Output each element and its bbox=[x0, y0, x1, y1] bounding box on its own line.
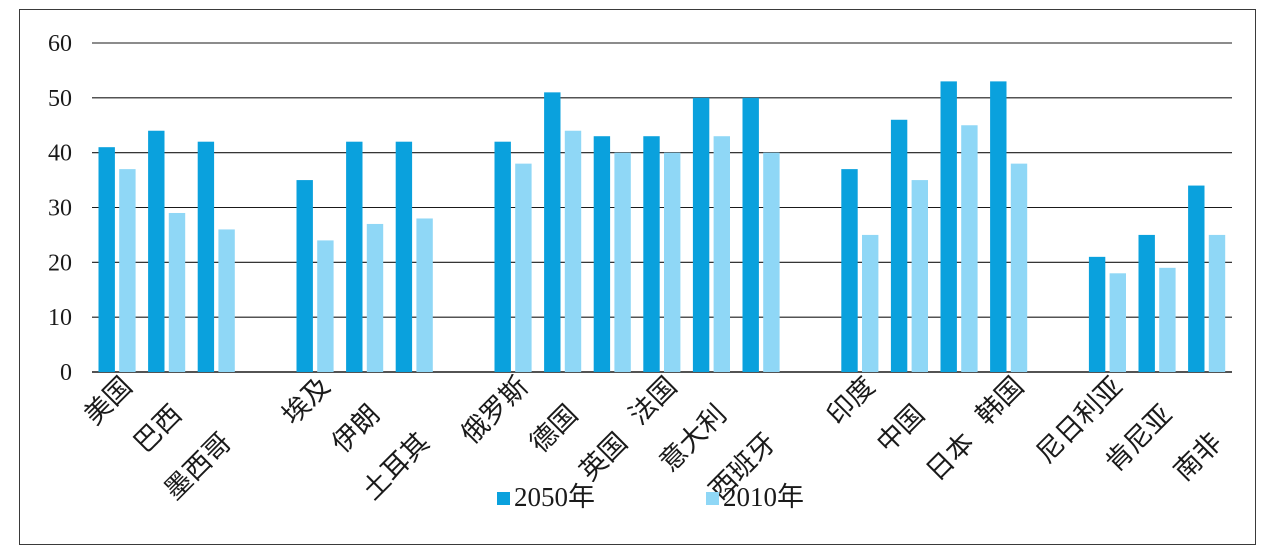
bar-series2 bbox=[416, 218, 433, 372]
grid-lines bbox=[92, 42, 1232, 373]
bar-series1 bbox=[346, 141, 363, 372]
bar-series2 bbox=[911, 180, 928, 372]
x-tick-label: 埃及 bbox=[276, 371, 335, 430]
legend-swatch bbox=[497, 492, 510, 505]
bar-series1 bbox=[1138, 234, 1155, 372]
x-tick-label: 墨西哥 bbox=[159, 427, 237, 505]
y-tick-label: 10 bbox=[48, 305, 72, 331]
legend-label: 2050年 bbox=[514, 482, 595, 512]
bar-series2 bbox=[218, 229, 235, 372]
bar-series1 bbox=[296, 180, 313, 372]
bar-series1 bbox=[593, 136, 611, 372]
bar-series1 bbox=[742, 97, 759, 372]
x-tick-label: 土耳其 bbox=[357, 427, 435, 505]
bar-series2 bbox=[168, 212, 186, 372]
bar-series2 bbox=[1109, 273, 1126, 372]
bar-series1 bbox=[544, 92, 561, 372]
x-tick-label: 日本 bbox=[920, 427, 979, 486]
y-axis-ticks: 0 10 20 30 40 50 60 bbox=[48, 31, 72, 386]
legend-swatch bbox=[706, 492, 719, 505]
x-tick-label: 法国 bbox=[623, 371, 682, 430]
bar-series1 bbox=[841, 169, 858, 372]
bar-series1 bbox=[1188, 185, 1205, 372]
x-tick-label: 德国 bbox=[524, 399, 583, 458]
bar-series2 bbox=[614, 152, 631, 372]
x-tick-label: 印度 bbox=[821, 371, 880, 430]
legend: 2050年 2010年 bbox=[497, 482, 804, 512]
bar-series1 bbox=[98, 147, 115, 372]
x-tick-label: 肯尼亚 bbox=[1099, 399, 1177, 477]
x-tick-label: 美国 bbox=[78, 371, 137, 430]
bar-chart: 0 10 20 30 40 50 60 美国巴西墨西哥埃及伊朗土耳其俄罗斯德国英国法国意大利… bbox=[48, 31, 1232, 512]
x-tick-label: 俄罗斯 bbox=[455, 371, 533, 449]
bar-series1 bbox=[692, 97, 710, 372]
bar-series1 bbox=[990, 81, 1007, 372]
bar-series2 bbox=[366, 223, 384, 372]
bar-series2 bbox=[763, 152, 780, 372]
bar-series2 bbox=[1010, 163, 1028, 372]
x-tick-label: 韩国 bbox=[970, 371, 1029, 430]
bar-series1 bbox=[197, 141, 215, 372]
bar-series2 bbox=[564, 130, 582, 372]
bar-series2 bbox=[317, 240, 334, 372]
bar-series1 bbox=[148, 130, 165, 372]
x-tick-label: 英国 bbox=[574, 427, 633, 486]
legend-label: 2010年 bbox=[723, 482, 804, 512]
y-tick-label: 30 bbox=[48, 196, 72, 222]
bar-series1 bbox=[890, 119, 908, 373]
y-tick-label: 20 bbox=[48, 250, 72, 276]
y-tick-label: 0 bbox=[60, 360, 72, 386]
bar-series1 bbox=[1088, 256, 1106, 372]
bar-series2 bbox=[119, 169, 136, 372]
bar-series2 bbox=[515, 163, 532, 372]
x-tick-label: 中国 bbox=[871, 399, 930, 458]
bar-series1 bbox=[643, 136, 660, 372]
y-tick-label: 40 bbox=[48, 141, 72, 167]
x-tick-label: 巴西 bbox=[128, 399, 187, 458]
x-tick-label: 伊朗 bbox=[326, 399, 385, 458]
bar-series2 bbox=[961, 125, 978, 372]
x-tick-label: 意大利 bbox=[654, 399, 732, 477]
y-tick-label: 50 bbox=[48, 86, 72, 112]
bar-series2 bbox=[1159, 267, 1176, 372]
bar-series1 bbox=[940, 81, 957, 372]
bar-series2 bbox=[862, 234, 879, 372]
bar-series1 bbox=[395, 141, 413, 372]
x-tick-label: 南非 bbox=[1168, 427, 1227, 486]
bar-series2 bbox=[713, 136, 730, 372]
bar-series2 bbox=[664, 152, 681, 372]
y-tick-label: 60 bbox=[48, 31, 72, 57]
bar-series2 bbox=[1208, 234, 1226, 372]
chart-frame: 0 10 20 30 40 50 60 美国 巴西 墨西哥 埃及 伊朗 土耳其 俄罗斯 德国 英国 法国 意大利… bbox=[19, 9, 1256, 545]
bar-series1 bbox=[494, 141, 511, 372]
bars bbox=[98, 81, 1226, 373]
